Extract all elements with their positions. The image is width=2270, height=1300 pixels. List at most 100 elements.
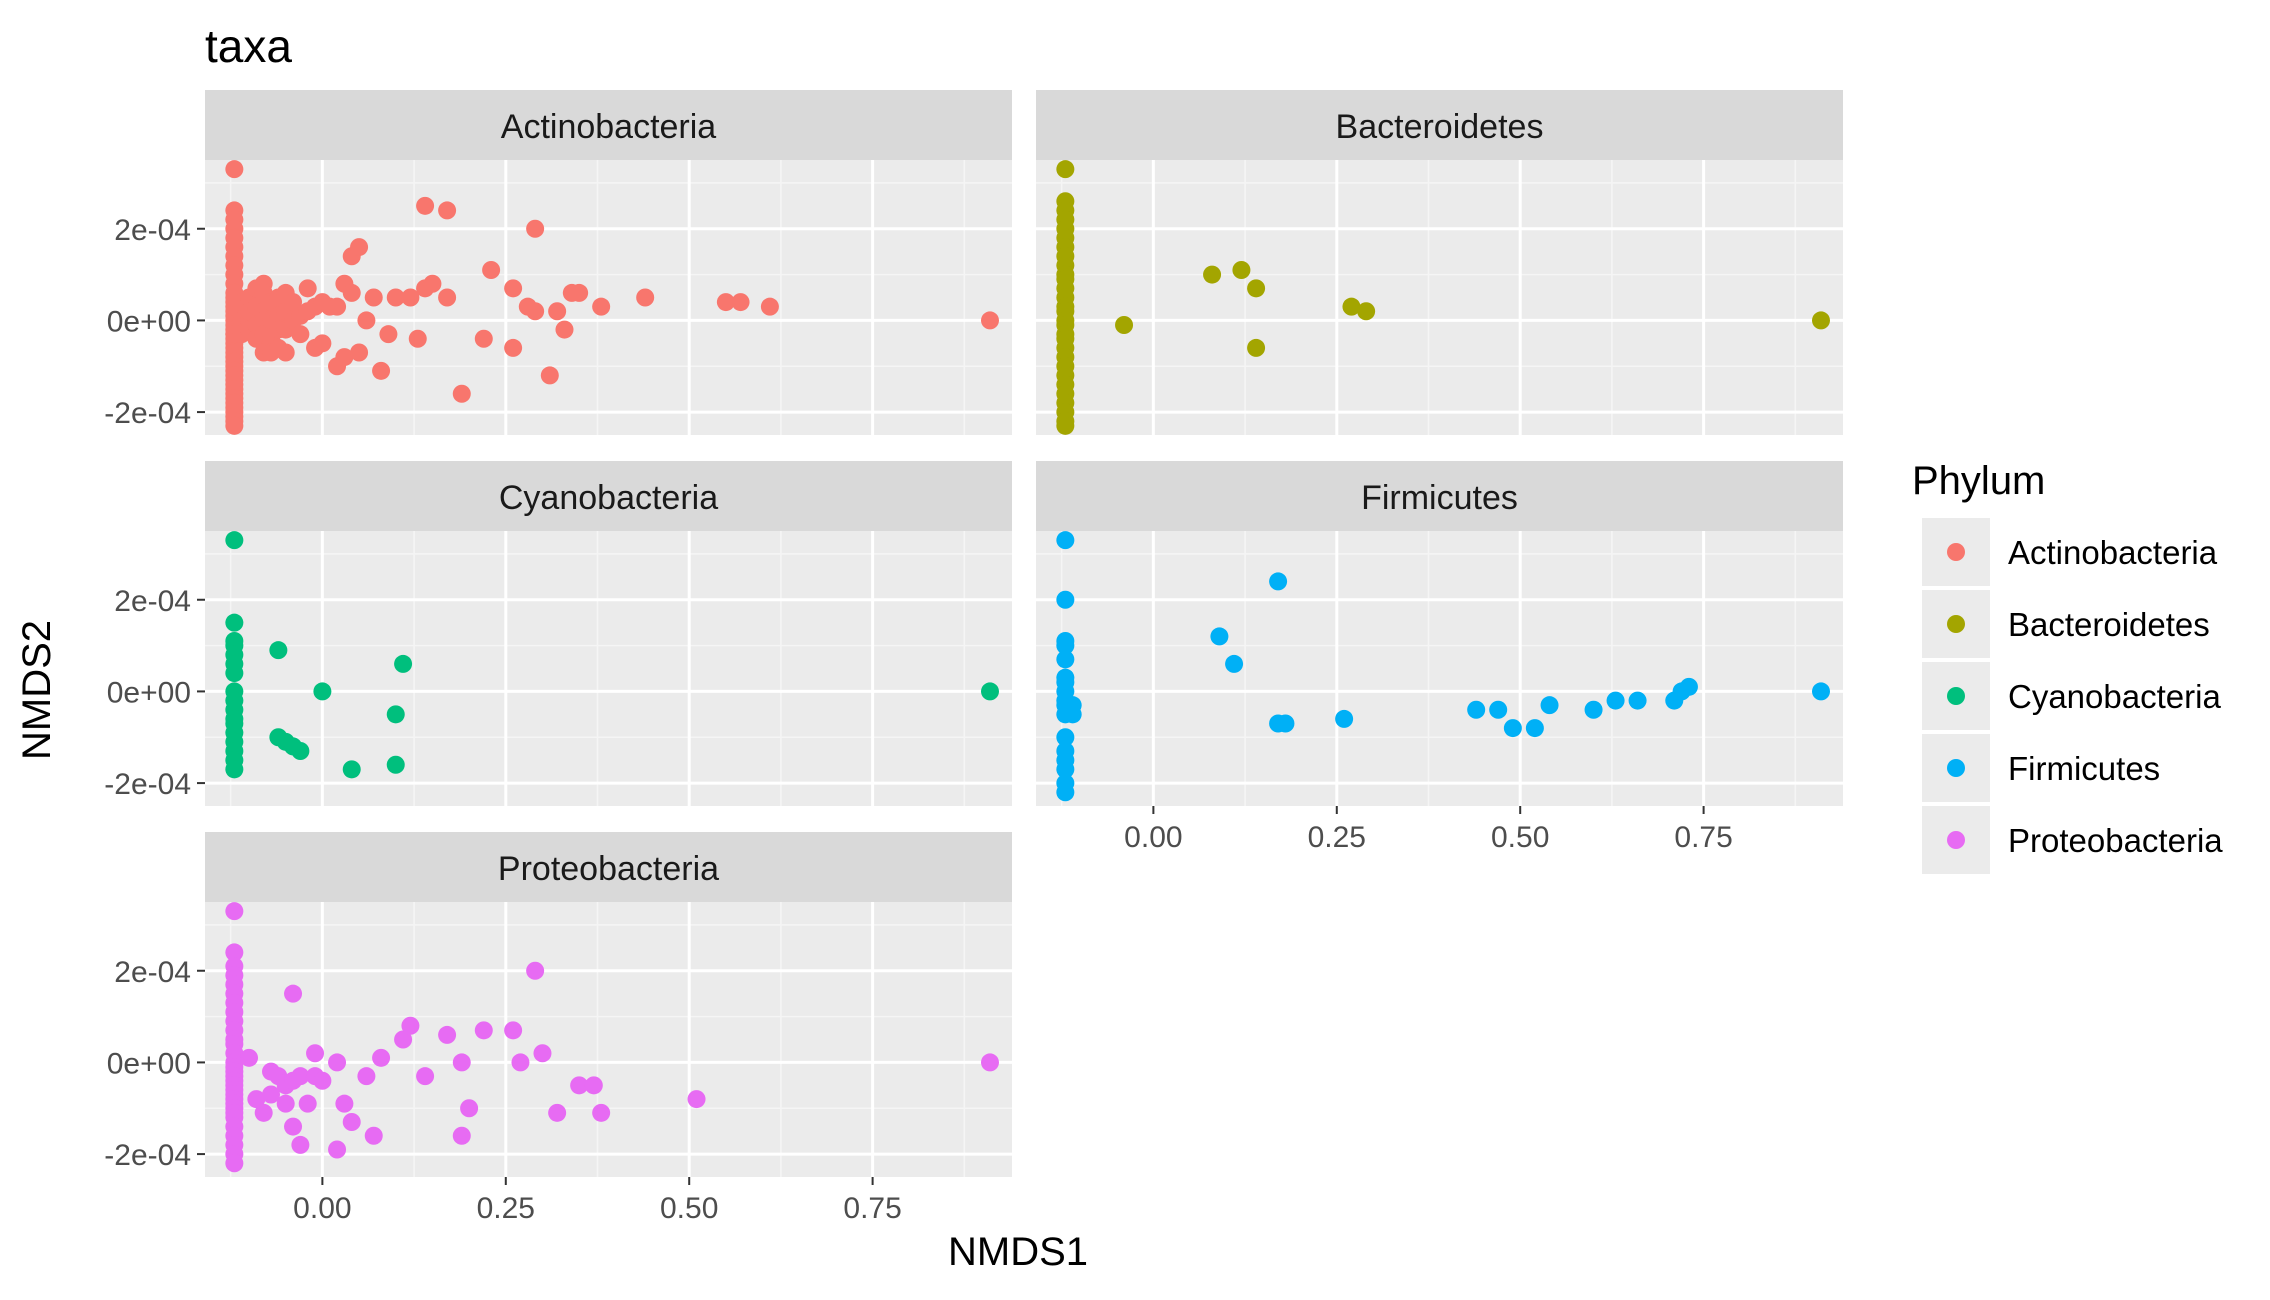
data-point: [1056, 783, 1075, 802]
y-tick-label: 0e+00: [107, 305, 191, 338]
data-point: [1357, 302, 1376, 321]
data-point: [1115, 316, 1134, 334]
legend-marker-bacteroidetes: [1947, 615, 1965, 633]
x-tick-label: 0.50: [1491, 821, 1549, 854]
facet-firmicutes: Firmicutes 0.00 0.25 0.50 0.75: [1036, 461, 1843, 854]
data-point: [555, 320, 574, 339]
data-point: [225, 160, 244, 179]
legend-marker-actinobacteria: [1947, 543, 1965, 561]
data-point: [335, 1094, 354, 1113]
data-point: [372, 361, 391, 380]
y-tick-label: 2e-04: [114, 585, 191, 618]
data-point: [452, 1126, 471, 1145]
data-point: [284, 984, 303, 1003]
data-point: [1584, 700, 1603, 719]
data-point: [438, 288, 457, 307]
data-point: [533, 1044, 552, 1063]
data-point: [1056, 728, 1075, 747]
panel-bg-actinobacteria: [205, 160, 1012, 435]
data-point: [386, 288, 405, 307]
legend-marker-firmicutes: [1947, 759, 1965, 777]
data-point: [269, 641, 288, 660]
data-point: [1811, 311, 1830, 330]
data-point: [1606, 691, 1625, 710]
data-point: [548, 302, 567, 321]
data-point: [980, 311, 999, 330]
data-point: [313, 334, 332, 353]
data-point: [416, 1067, 435, 1086]
legend-label-proteobacteria: Proteobacteria: [2008, 822, 2223, 859]
y-tick-label: -2e-04: [104, 1139, 191, 1172]
data-point: [1467, 700, 1486, 719]
data-point: [592, 297, 611, 316]
data-point: [511, 1053, 530, 1072]
data-point: [225, 902, 244, 921]
data-point: [298, 1094, 317, 1113]
y-axis-label: NMDS2: [15, 620, 59, 760]
data-point: [1269, 572, 1288, 591]
x-tick-label: 0.00: [293, 1192, 351, 1225]
data-point: [386, 705, 405, 724]
facet-bacteroidetes: Bacteroidetes: [1036, 90, 1843, 435]
data-point: [1276, 714, 1295, 733]
data-point: [1525, 719, 1544, 738]
x-tick-label: 0.25: [477, 1192, 535, 1225]
data-point: [372, 1048, 391, 1067]
x-tick-label: 0.25: [1308, 821, 1366, 854]
data-point: [328, 297, 347, 316]
strip-label-actinobacteria: Actinobacteria: [501, 108, 717, 146]
data-point: [526, 302, 545, 321]
data-point: [291, 1135, 310, 1154]
data-point: [570, 283, 589, 302]
data-point: [548, 1103, 567, 1122]
y-tick-label: 2e-04: [114, 214, 191, 247]
data-point: [1335, 709, 1354, 728]
strip-firmicutes: [1036, 461, 1843, 531]
data-point: [1489, 700, 1508, 719]
data-point: [225, 1154, 244, 1173]
data-point: [350, 238, 369, 257]
data-point: [1056, 742, 1075, 760]
data-point: [438, 1025, 457, 1044]
x-axis-label: NMDS1: [948, 1230, 1088, 1274]
data-point: [1342, 297, 1361, 316]
data-point: [980, 682, 999, 701]
data-point: [452, 384, 471, 403]
facet-cyanobacteria: Cyanobacteria -2e-04 0e+00 2e-04: [104, 461, 1012, 806]
facet-proteobacteria: Proteobacteria -2e-04 0e+00 2e-04 0.00 0.25 0.…: [104, 832, 1012, 1225]
data-point: [276, 343, 295, 362]
data-point: [225, 613, 244, 632]
data-point: [328, 1140, 347, 1159]
data-point: [342, 1113, 361, 1131]
data-point: [1503, 719, 1522, 738]
data-point: [1063, 705, 1082, 724]
data-point: [1056, 760, 1075, 779]
data-point: [474, 329, 493, 348]
data-point: [364, 288, 383, 307]
x-tick-label: 0.75: [843, 1192, 901, 1225]
data-point: [298, 279, 317, 298]
data-point: [416, 196, 435, 215]
data-point: [284, 293, 303, 312]
y-tick-label: 2e-04: [114, 956, 191, 989]
data-point: [364, 1126, 383, 1145]
data-point: [1203, 265, 1222, 284]
strip-bacteroidetes: [1036, 90, 1843, 160]
data-point: [504, 1021, 523, 1040]
legend-title: Phylum: [1912, 459, 2045, 503]
strip-cyanobacteria: [205, 461, 1012, 531]
chart-title: taxa: [205, 20, 292, 72]
data-point: [225, 531, 244, 550]
data-point: [342, 760, 361, 779]
y-tick-label: 0e+00: [107, 1047, 191, 1080]
legend-label-bacteroidetes: Bacteroidetes: [2008, 606, 2210, 643]
data-point: [636, 288, 655, 307]
data-point: [1056, 636, 1075, 655]
data-point: [1247, 279, 1266, 298]
data-point: [1540, 696, 1559, 715]
x-tick-label: 0.50: [660, 1192, 718, 1225]
data-point: [452, 1053, 471, 1072]
data-point: [291, 1067, 310, 1086]
strip-label-bacteroidetes: Bacteroidetes: [1336, 108, 1544, 146]
data-point: [438, 201, 457, 220]
